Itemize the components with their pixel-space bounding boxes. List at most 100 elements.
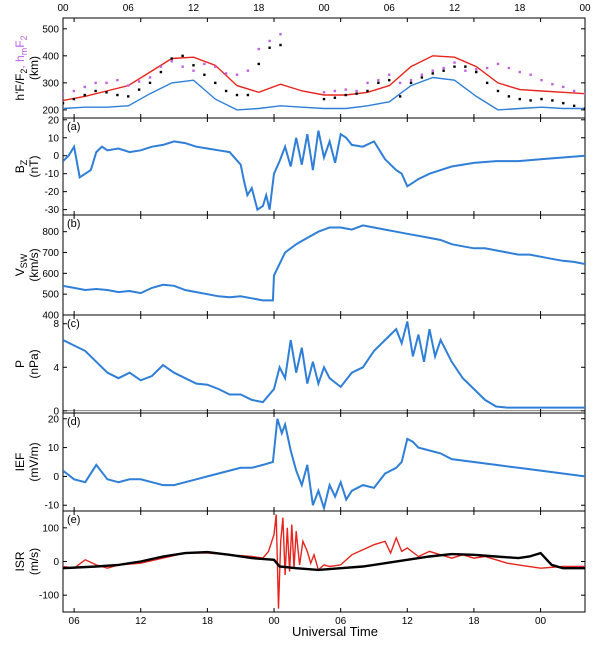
data-point [507,95,511,98]
y-axis-unit: (m/s) [27,548,41,575]
top-tick-label: 12 [188,3,200,14]
data-point [420,73,424,76]
data-point [83,85,86,89]
data-point [170,60,173,63]
data-point [453,65,456,68]
bottom-tick-label: 18 [202,616,214,627]
data-point [562,85,565,89]
data-point [529,99,532,102]
x-axis-label: Universal Time [292,624,378,639]
y-tick-label: 20 [48,115,60,126]
data-point [72,97,76,101]
data-point [518,97,521,101]
data-point [159,70,163,74]
data-point [475,68,478,71]
y-axis-label-sub: Z [19,159,29,165]
data-point [257,47,260,51]
data-point [63,92,65,95]
series-line [63,224,585,302]
y-axis-label: IEF [13,453,27,472]
data-point [366,89,369,93]
data-point [409,81,413,85]
data-point [398,95,402,98]
y-tick-label: 10 [48,443,60,454]
data-point [572,89,576,93]
panel-frame [62,412,586,512]
y-tick-label: 0 [53,406,59,417]
data-point [214,65,217,68]
data-point [431,72,434,75]
data-point [475,70,478,74]
data-point [333,89,337,93]
y-axis-label: ISR [13,551,27,571]
y-tick-label: 4 [53,363,59,374]
data-point [355,89,358,93]
y-tick-label: 800 [42,227,59,238]
data-point [94,81,97,85]
bottom-tick-label: 06 [335,616,347,627]
data-point [268,46,271,49]
data-point [116,93,119,97]
plot-area [63,224,585,302]
data-point [105,91,108,94]
data-point [322,97,326,101]
panel-a: 20 10 0 -10 -20 -30 (a) BZ(nT) [13,115,586,216]
data-point [235,73,239,76]
data-point [148,81,152,85]
data-point [442,69,445,72]
y-tick-label: 500 [42,24,59,35]
data-point [257,62,260,66]
y-axis-label-sub: SW [19,253,29,268]
data-point [279,33,282,36]
y-tick-label: -10 [45,169,60,180]
y-tick-label: 0 [53,151,59,162]
data-point [181,54,184,58]
y-axis-label-part: 2 [19,35,29,40]
y-tick-label: 300 [42,78,59,89]
panel-label: (a) [67,121,80,133]
data-point [572,104,576,108]
data-point [388,73,391,76]
y-axis-label-part: m [19,48,29,56]
y-tick-label: 400 [42,51,59,62]
series-line [63,321,585,409]
y-tick-label: 200 [42,105,59,116]
series-line-red [63,55,585,102]
data-point [148,76,152,79]
data-point [116,78,119,82]
data-point [496,62,500,66]
data-point [224,89,228,93]
data-point [63,101,65,105]
panel-label: (e) [67,514,80,526]
bottom-tick-label: 12 [402,616,414,627]
y-axis-label: h'F/F2, hmF2 [13,35,29,100]
data-point [551,83,554,86]
y-tick-label: 400 [42,311,59,322]
data-point [377,81,380,85]
y-axis-label-text: B [13,165,27,173]
data-point [540,97,543,101]
y-tick-label: 100 [42,523,59,534]
data-point [127,84,130,87]
data-point [398,81,402,85]
panel-label: (c) [67,318,80,330]
panel-frame [62,314,586,414]
top-tick-label: 00 [57,3,69,14]
bottom-tick-label: 00 [535,616,547,627]
data-point [203,73,206,76]
data-point [137,80,141,83]
bottom-tick-label: 00 [268,616,280,627]
panel-label: (d) [67,416,80,428]
data-point [485,81,489,85]
top-tick-label: 00 [318,3,330,14]
panel-e: 100 0 -100 (e) ISR (m/s) [13,510,586,613]
y-axis-unit: (nT) [27,156,41,178]
series-line [63,130,585,212]
data-point [279,43,282,47]
data-point [235,93,239,97]
y-axis-label-part: h'F/F [13,74,27,101]
data-point [485,66,489,70]
data-point [170,57,173,60]
y-tick-label: 0 [53,472,59,483]
